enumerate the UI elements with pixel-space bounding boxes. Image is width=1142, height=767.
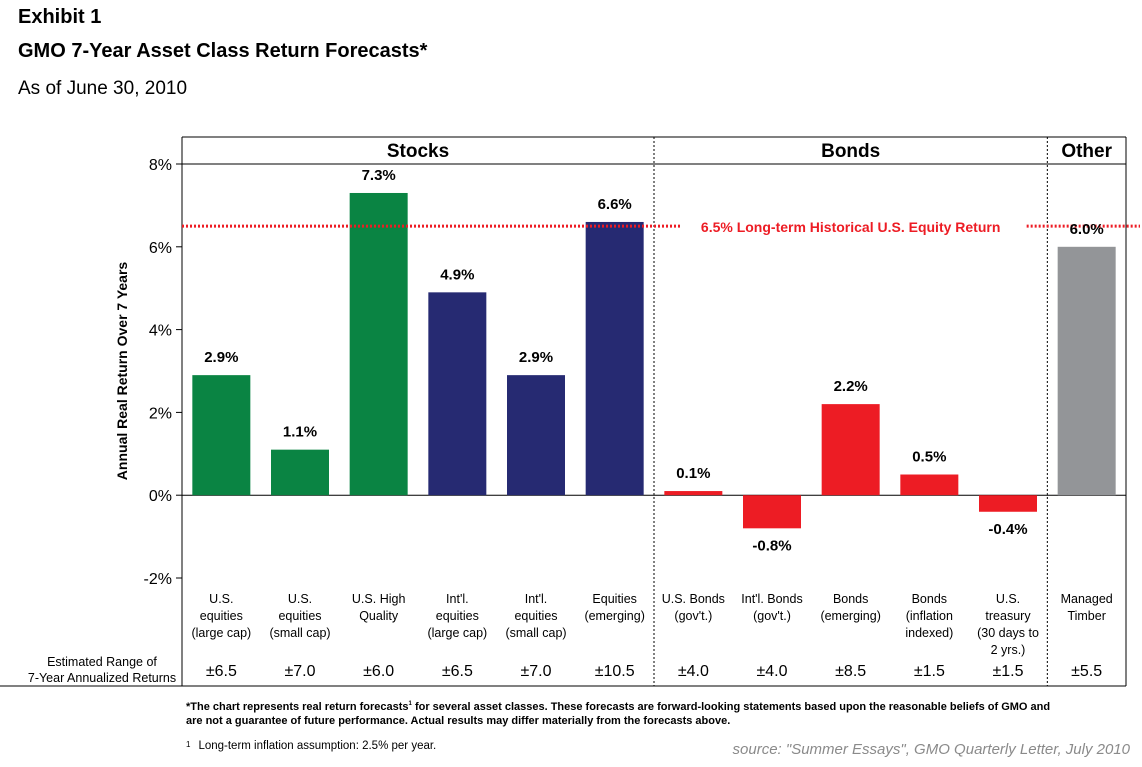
y-tick-label: 2% xyxy=(149,405,172,422)
category-label: equities xyxy=(278,609,321,623)
range-value: ±5.5 xyxy=(1071,663,1102,680)
range-value: ±6.5 xyxy=(206,663,237,680)
y-tick-label: 6% xyxy=(149,240,172,257)
category-label: U.S. High xyxy=(352,592,406,606)
category-label: Int'l. xyxy=(525,592,548,606)
category-label: treasury xyxy=(985,609,1031,623)
category-label: U.S. Bonds xyxy=(662,592,725,606)
category-label: equities xyxy=(200,609,243,623)
category-label: Quality xyxy=(359,609,399,623)
footnote-text-1b: for several asset classes. These forecas… xyxy=(411,701,1051,713)
range-value: ±7.0 xyxy=(520,663,551,680)
category-label: Timber xyxy=(1067,609,1105,623)
bar xyxy=(349,192,408,496)
category-label: Managed xyxy=(1061,592,1113,606)
group-header-stocks: Stocks xyxy=(387,141,449,162)
data-label: 6.0% xyxy=(1070,221,1104,238)
footnote-marker: 1 xyxy=(408,701,412,707)
bar xyxy=(1057,246,1116,496)
category-label: equities xyxy=(514,609,557,623)
bar xyxy=(507,375,565,496)
category-label: Bonds xyxy=(833,592,868,606)
category-label: Int'l. xyxy=(446,592,469,606)
range-value: ±8.5 xyxy=(835,663,866,680)
footnote-line-2: are not a guarantee of future performanc… xyxy=(186,715,731,727)
bar xyxy=(192,375,251,496)
category-label: U.S. xyxy=(288,592,312,606)
footnote-text-1a: *The chart represents real return foreca… xyxy=(186,701,409,713)
y-tick-label: 4% xyxy=(149,323,172,340)
footnote-line-1: *The chart represents real return foreca… xyxy=(186,701,1050,713)
range-value: ±1.5 xyxy=(914,663,945,680)
category-label: Equities xyxy=(592,592,636,606)
range-value: ±4.0 xyxy=(678,663,709,680)
category-label: equities xyxy=(436,609,479,623)
bar xyxy=(743,495,801,529)
data-label: 1.1% xyxy=(283,424,317,441)
range-row-label: 7-Year Annualized Returns xyxy=(28,671,176,685)
data-label: 2.2% xyxy=(834,378,868,395)
category-label: indexed) xyxy=(905,626,953,640)
category-label: 2 yrs.) xyxy=(991,643,1026,657)
range-value: ±7.0 xyxy=(284,663,315,680)
y-tick-label: 0% xyxy=(149,488,172,505)
data-label: 7.3% xyxy=(362,167,396,184)
chart-title: GMO 7-Year Asset Class Return Forecasts* xyxy=(18,40,428,62)
data-label: 2.9% xyxy=(519,349,553,366)
data-label: -0.4% xyxy=(988,521,1027,538)
source-citation: source: "Summer Essays", GMO Quarterly L… xyxy=(732,741,1130,758)
bar xyxy=(585,221,644,496)
category-label: Int'l. Bonds xyxy=(741,592,802,606)
y-axis-label: Annual Real Return Over 7 Years xyxy=(114,262,130,481)
data-label: 0.5% xyxy=(912,449,946,466)
category-label: U.S. xyxy=(996,592,1020,606)
bar xyxy=(979,495,1037,512)
category-label: U.S. xyxy=(209,592,233,606)
bar xyxy=(821,404,880,496)
category-label: (gov't.) xyxy=(753,609,791,623)
inflation-footnote: 1 Long-term inflation assumption: 2.5% pe… xyxy=(186,740,436,752)
category-label: (emerging) xyxy=(584,609,644,623)
bar xyxy=(664,491,723,496)
range-value: ±1.5 xyxy=(992,663,1023,680)
range-row-label: Estimated Range of xyxy=(47,655,157,669)
range-value: ±6.0 xyxy=(363,663,394,680)
bar xyxy=(900,474,959,496)
inflation-footnote-text: Long-term inflation assumption: 2.5% per… xyxy=(198,740,437,752)
category-label: (small cap) xyxy=(505,626,566,640)
category-label: (inflation xyxy=(906,609,953,623)
range-value: ±6.5 xyxy=(442,663,473,680)
category-label: (emerging) xyxy=(820,609,880,623)
inflation-footnote-marker: 1 xyxy=(186,740,191,749)
category-label: (gov't.) xyxy=(674,609,712,623)
y-tick-label: 8% xyxy=(149,157,172,174)
category-label: (large cap) xyxy=(427,626,487,640)
chart-subtitle: As of June 30, 2010 xyxy=(18,78,188,99)
group-header-other: Other xyxy=(1061,141,1112,162)
category-label: Bonds xyxy=(912,592,947,606)
bar xyxy=(428,292,487,496)
category-label: (small cap) xyxy=(269,626,330,640)
exhibit-label: Exhibit 1 xyxy=(18,6,102,28)
data-label: 6.6% xyxy=(598,196,632,213)
group-header-bonds: Bonds xyxy=(821,141,880,162)
data-label: -0.8% xyxy=(752,537,791,554)
bar xyxy=(271,449,329,496)
data-label: 4.9% xyxy=(440,266,474,283)
y-tick-label: -2% xyxy=(144,571,172,588)
category-label: (30 days to xyxy=(977,626,1039,640)
data-label: 2.9% xyxy=(204,349,238,366)
category-label: (large cap) xyxy=(191,626,251,640)
range-value: ±10.5 xyxy=(595,663,635,680)
data-label: 0.1% xyxy=(676,465,710,482)
range-value: ±4.0 xyxy=(756,663,787,680)
reference-line-label: 6.5% Long-term Historical U.S. Equity Re… xyxy=(701,219,1001,235)
